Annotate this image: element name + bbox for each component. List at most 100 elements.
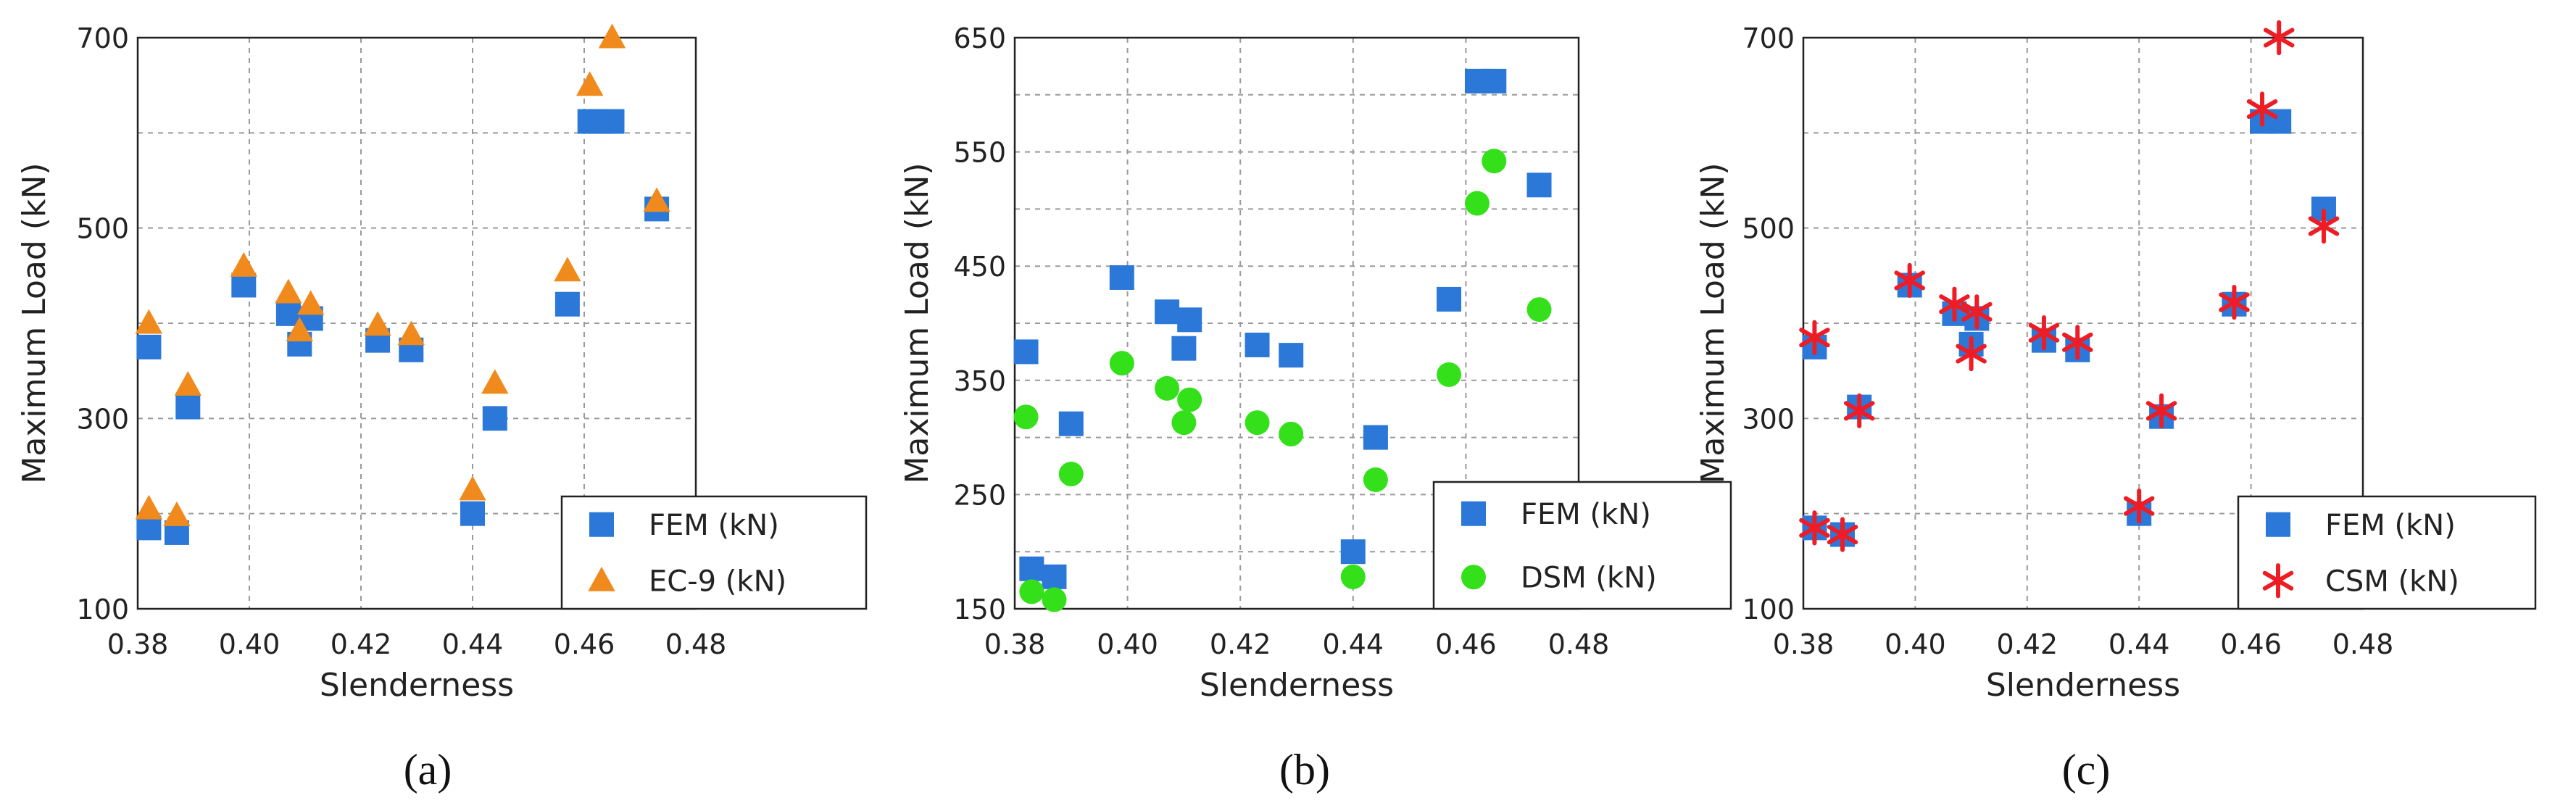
y-tick-label: 500 xyxy=(1742,213,1795,245)
chart-panel-2: 0.38 0.40 0.42 0.44 0.46 0.48 150 250 350 450 550 6… xyxy=(899,22,1732,794)
series-square xyxy=(1013,68,1552,589)
grid-lines xyxy=(1803,38,2363,609)
panel-caption: (a) xyxy=(404,746,452,794)
data-point xyxy=(1363,425,1388,450)
data-point xyxy=(230,251,257,277)
data-point xyxy=(481,369,509,394)
data-point xyxy=(174,370,201,396)
data-point xyxy=(275,278,302,304)
data-point xyxy=(1109,351,1134,376)
data-point xyxy=(643,187,670,212)
x-axis-label: Slenderness xyxy=(1986,667,2180,704)
data-point xyxy=(135,309,163,334)
data-point xyxy=(1363,467,1388,492)
data-point xyxy=(364,311,391,336)
data-point xyxy=(2246,91,2278,127)
data-point xyxy=(1058,462,1084,487)
legend-marker xyxy=(1461,501,1486,526)
y-tick-label: 700 xyxy=(76,22,129,54)
data-point xyxy=(1894,262,1925,298)
data-point xyxy=(554,257,581,282)
y-tick-label: 300 xyxy=(1742,403,1795,435)
plot-frame xyxy=(1013,36,1580,610)
series-circle xyxy=(1013,149,1552,612)
data-point xyxy=(231,273,257,298)
data-point xyxy=(2123,488,2155,524)
y-tick-label: 300 xyxy=(76,403,129,435)
y-axis-label: Maximum Load (kN) xyxy=(16,162,53,483)
data-point xyxy=(286,317,313,342)
y-tick-label: 500 xyxy=(76,213,129,245)
data-point xyxy=(1961,294,1993,330)
y-tick-label: 150 xyxy=(953,594,1006,625)
data-point xyxy=(1799,320,1830,355)
x-tick-label: 0.38 xyxy=(984,628,1046,660)
x-tick-label: 0.46 xyxy=(554,628,615,660)
data-point xyxy=(1042,587,1067,612)
data-point xyxy=(460,501,485,526)
x-tick-label: 0.42 xyxy=(1210,628,1271,660)
y-axis-label: Maximum Load (kN) xyxy=(1695,162,1732,483)
x-tick-label: 0.44 xyxy=(442,628,504,660)
y-tick-label: 350 xyxy=(953,365,1006,397)
x-tick-label: 0.40 xyxy=(1885,628,1946,660)
data-point xyxy=(135,494,163,520)
plot-frame xyxy=(136,36,697,610)
data-point xyxy=(1437,362,1462,387)
data-point xyxy=(1482,149,1507,174)
data-point xyxy=(1843,393,1875,428)
legend: FEM (kN) EC-9 (kN) xyxy=(560,495,868,610)
data-point xyxy=(2219,285,2250,320)
legend-label: FEM (kN) xyxy=(1521,498,1651,531)
data-point xyxy=(1799,510,1830,546)
series-square xyxy=(136,109,670,545)
data-point xyxy=(175,394,201,420)
data-point xyxy=(136,515,162,541)
data-point xyxy=(1245,410,1270,436)
data-point xyxy=(554,291,580,317)
x-tick-label: 0.42 xyxy=(331,628,392,660)
x-tick-label: 0.38 xyxy=(1773,628,1835,660)
x-tick-label: 0.48 xyxy=(665,628,727,660)
data-point xyxy=(1177,307,1202,333)
data-point xyxy=(1245,332,1270,357)
y-tick-label: 250 xyxy=(953,479,1006,511)
x-tick-label: 0.44 xyxy=(2108,628,2170,660)
x-tick-label: 0.46 xyxy=(1435,628,1497,660)
chart-panel-1: 0.38 0.40 0.42 0.44 0.46 0.48 100 300 500 700 Slen… xyxy=(16,22,868,794)
data-point xyxy=(1482,68,1507,93)
grid-lines xyxy=(1015,38,1579,609)
data-point xyxy=(1171,336,1197,361)
data-point xyxy=(136,334,162,359)
data-point xyxy=(459,475,486,501)
data-point xyxy=(599,109,625,134)
data-point xyxy=(1177,387,1202,412)
y-tick-label: 650 xyxy=(953,22,1006,54)
legend-label: DSM (kN) xyxy=(1521,561,1657,594)
data-point xyxy=(1279,343,1304,368)
y-tick-label: 700 xyxy=(1742,22,1795,54)
data-point xyxy=(275,301,301,326)
data-point xyxy=(1042,564,1067,589)
data-point xyxy=(598,23,626,49)
x-tick-label: 0.38 xyxy=(107,628,169,660)
data-point xyxy=(2308,208,2340,244)
plot-frame xyxy=(1802,36,2364,610)
y-axis-label: Maximum Load (kN) xyxy=(899,162,936,483)
data-point xyxy=(163,501,191,526)
data-point xyxy=(2028,315,2060,351)
data-point xyxy=(1437,286,1462,312)
data-point xyxy=(1279,421,1304,446)
x-axis-label: Slenderness xyxy=(1200,667,1394,704)
legend-label: CSM (kN) xyxy=(2325,565,2459,598)
data-point xyxy=(1109,265,1134,290)
y-tick-label: 100 xyxy=(76,594,129,625)
y-tick-label: 450 xyxy=(953,251,1006,283)
data-point xyxy=(1526,172,1552,198)
data-point xyxy=(482,406,507,431)
legend-label: FEM (kN) xyxy=(649,509,779,542)
legend: FEM (kN) CSM (kN) xyxy=(2237,495,2537,610)
data-point xyxy=(397,320,425,346)
series-triangle xyxy=(135,23,670,526)
panel-caption: (b) xyxy=(1279,746,1330,794)
